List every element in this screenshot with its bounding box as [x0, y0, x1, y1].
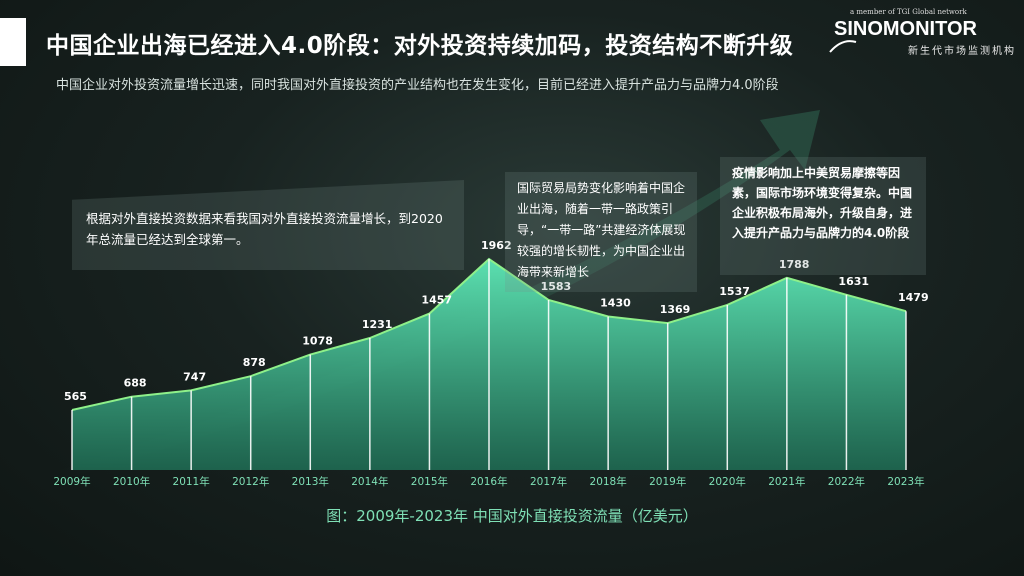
x-tick-label: 2016年 [470, 475, 507, 488]
x-tick-label: 2009年 [53, 475, 90, 488]
corner-tab [0, 18, 26, 66]
logo-swoosh-icon [829, 40, 857, 53]
data-label: 1962 [481, 239, 512, 252]
data-label: 1078 [302, 335, 333, 348]
note-growth-text: 根据对外直接投资数据来看我国对外直接投资流量增长，到2020年总流量已经达到全球… [86, 211, 443, 247]
data-label: 1631 [838, 275, 869, 288]
data-label: 1231 [362, 318, 393, 331]
x-tick-label: 2012年 [232, 475, 269, 488]
x-tick-label: 2018年 [590, 475, 627, 488]
x-tick-label: 2019年 [649, 475, 686, 488]
page-title: 中国企业出海已经进入4.0阶段：对外投资持续加码，投资结构不断升级 [46, 33, 794, 59]
note-stage4-text: 疫情影响加上中美贸易摩擦等因素，国际市场环境变得复杂。中国企业积极布局海外，升级… [732, 166, 913, 240]
logo-tagline: a member of TGI Global network [850, 8, 967, 16]
x-tick-label: 2023年 [887, 475, 924, 488]
data-label: 1583 [541, 280, 572, 293]
data-label: 1457 [421, 294, 452, 307]
x-tick-label: 2014年 [351, 475, 388, 488]
x-tick-label: 2013年 [292, 475, 329, 488]
note-panel-belt-road: 国际贸易局势变化影响着中国企业出海，随着一带一路政策引导，“一带一路”共建经济体… [505, 172, 697, 292]
data-label: 878 [243, 356, 266, 369]
data-label: 1788 [779, 258, 810, 271]
chart-caption: 图：2009年-2023年 中国对外直接投资流量（亿美元） [326, 507, 698, 525]
x-tick-label: 2011年 [173, 475, 210, 488]
data-label: 688 [124, 377, 147, 390]
page-subtitle: 中国企业对外投资流量增长迅速，同时我国对外直接投资的产业结构也在发生变化，目前已… [56, 78, 779, 93]
data-label: 565 [64, 390, 87, 403]
x-tick-label: 2010年 [113, 475, 150, 488]
data-label: 1430 [600, 297, 631, 310]
x-tick-label: 2017年 [530, 475, 567, 488]
data-label: 1369 [660, 303, 691, 316]
note-panel-stage4: 疫情影响加上中美贸易摩擦等因素，国际市场环境变得复杂。中国企业积极布局海外，升级… [720, 157, 926, 275]
data-label: 747 [183, 370, 206, 383]
data-label: 1479 [898, 291, 929, 304]
data-label: 1537 [719, 285, 750, 298]
x-tick-label: 2022年 [828, 475, 865, 488]
x-tick-label: 2020年 [709, 475, 746, 488]
logo-subtitle: 新生代市场监测机构 [908, 46, 1016, 57]
sinomonitor-logo: a member of TGI Global network SINOMONIT… [828, 6, 1018, 58]
logo-name: SINOMONITOR [834, 18, 977, 40]
x-tick-label: 2015年 [411, 475, 448, 488]
x-tick-label: 2021年 [768, 475, 805, 488]
note-belt-road-text: 国际贸易局势变化影响着中国企业出海，随着一带一路政策引导，“一带一路”共建经济体… [517, 181, 686, 279]
